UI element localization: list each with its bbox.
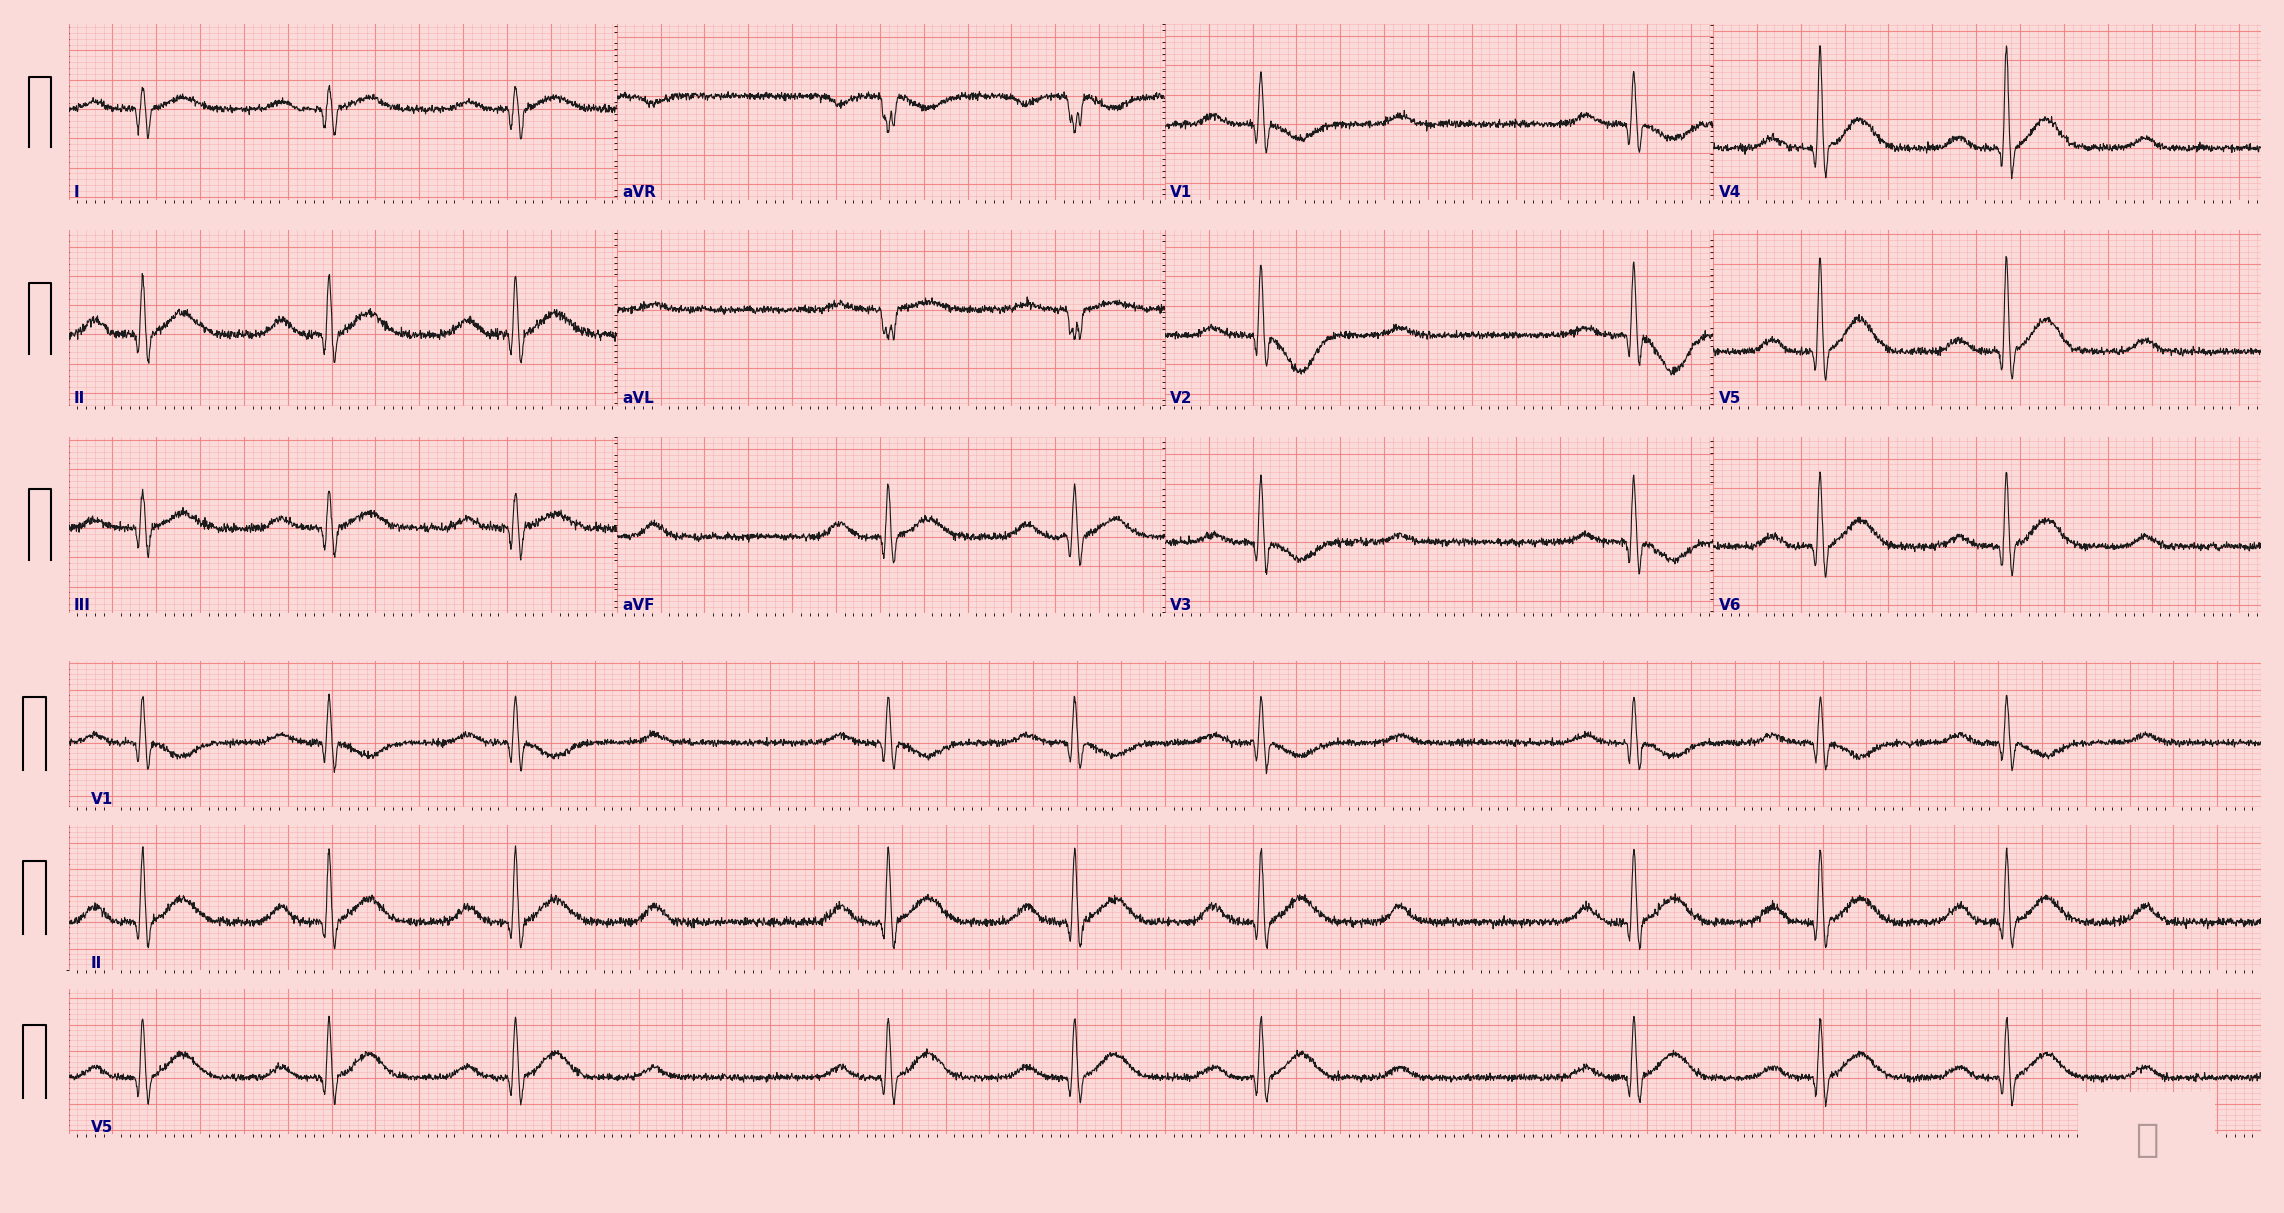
Text: 🐂: 🐂 [2136, 1121, 2158, 1160]
Text: V6: V6 [1718, 598, 1740, 613]
Text: aVL: aVL [621, 392, 653, 406]
Text: II: II [91, 956, 103, 970]
Text: V3: V3 [1169, 598, 1192, 613]
Text: V5: V5 [1718, 392, 1740, 406]
Text: aVR: aVR [621, 186, 656, 200]
Text: aVF: aVF [621, 598, 656, 613]
Text: III: III [73, 598, 91, 613]
Text: V5: V5 [91, 1120, 112, 1134]
Text: V1: V1 [1169, 186, 1192, 200]
Text: II: II [73, 392, 85, 406]
Text: V1: V1 [91, 792, 112, 807]
Text: I: I [73, 186, 80, 200]
Text: V4: V4 [1718, 186, 1740, 200]
Text: V2: V2 [1169, 392, 1192, 406]
